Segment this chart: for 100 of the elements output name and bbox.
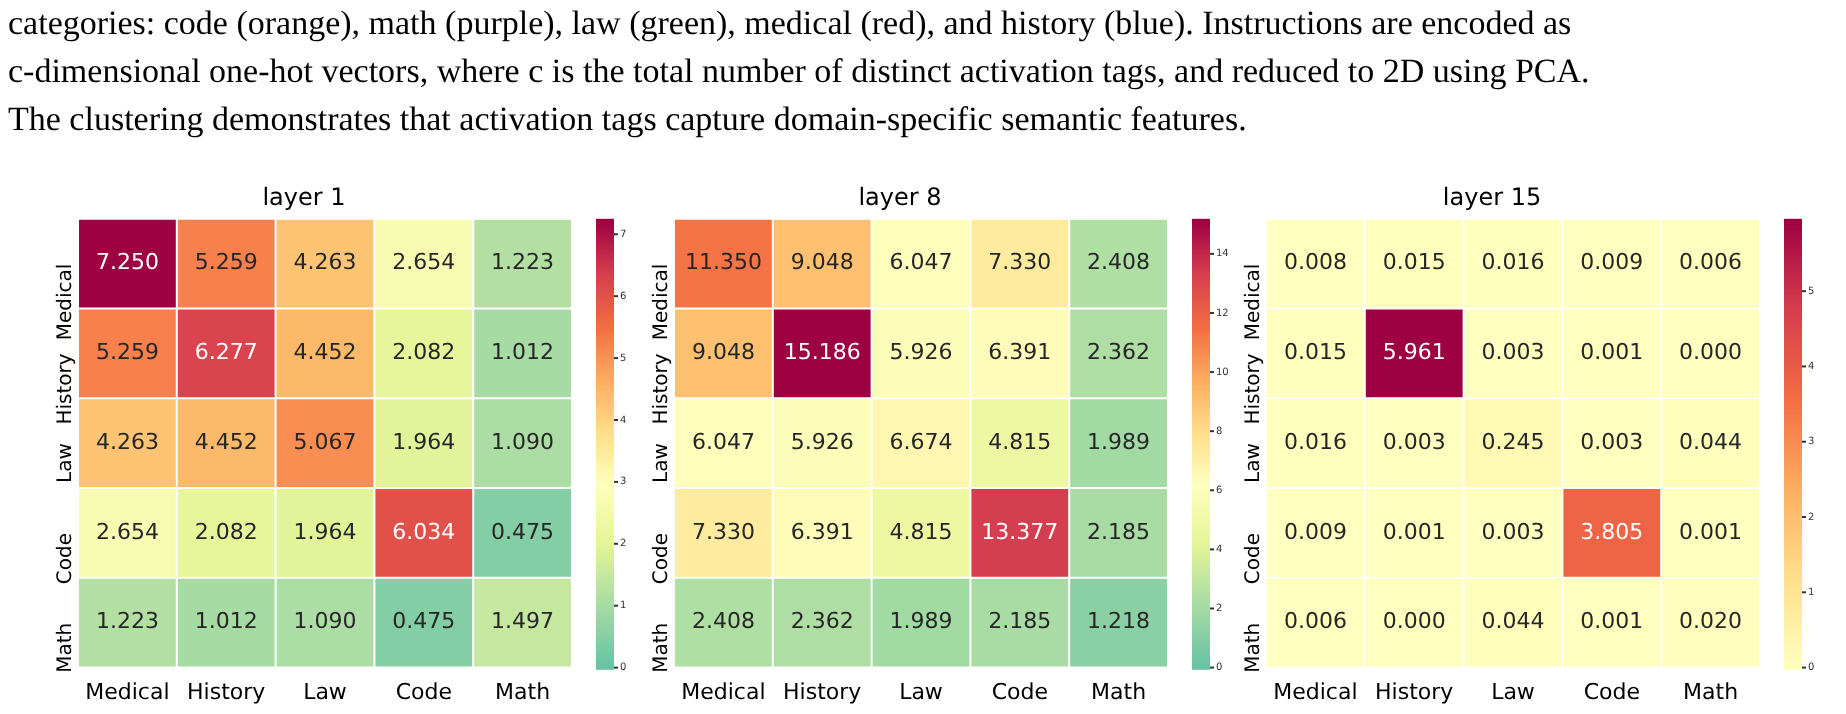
data-label: 1.964 [392,428,456,455]
data-label: 5.259 [194,249,258,276]
data-label: 1.964 [293,518,357,545]
data-label: 1.218 [1087,608,1151,635]
text: categories: code (orange), math (purple), law (green), medical (red), and history (blue). Instructions are encoded as [8,2,1574,46]
data-label: 0.003 [1481,518,1545,545]
data-label: 0.006 [1679,249,1743,276]
data-label: 0.009 [1580,249,1644,276]
x-tick-label: Medical [681,678,766,705]
data-label: 5.926 [889,339,953,366]
data-label: 0.015 [1283,339,1347,366]
data-label: 0.245 [1481,428,1545,455]
data-label: 0.001 [1679,518,1743,545]
x-tick-label: History [1375,678,1455,705]
data-label: 5.067 [293,428,357,455]
data-label: 4.452 [293,339,357,366]
data-label: 2.082 [392,339,456,366]
data-label: 4.263 [293,249,357,276]
data-label: 0.003 [1580,428,1644,455]
data-label: 0.044 [1679,428,1743,455]
data-label: 0.475 [392,608,456,635]
data-label: 2.654 [95,518,159,545]
data-label: 0.001 [1382,518,1446,545]
data-label: 1.989 [889,608,953,635]
text: c-dimensional one-hot vectors, where c is the total number of distinct activation tags, and reduced to 2D using PCA. [8,50,1590,94]
y-tick-label: Law [55,443,78,483]
data-label: 11.350 [684,249,762,276]
data-label: 0.009 [1283,518,1347,545]
data-label: 2.654 [392,249,456,276]
y-tick-label: History [55,353,78,425]
data-label: 6.391 [988,339,1052,366]
data-label: 6.391 [790,518,854,545]
data-label: 1.223 [491,249,555,276]
data-label: 0.016 [1283,428,1347,455]
data-label: 4.263 [95,428,159,455]
y-tick-label: Math [55,622,78,673]
data-label: 0.044 [1481,608,1545,635]
data-label: 4.452 [194,428,258,455]
data-label: 2.362 [1087,339,1151,366]
x-tick-label: Math [495,678,551,705]
data-label: 1.497 [491,608,555,635]
data-label: 2.408 [1087,249,1151,276]
x-tick-label: History [187,678,267,705]
data-label: 6.047 [889,249,953,276]
data-label: 5.961 [1382,339,1446,366]
y-tick-label: Law [1243,443,1266,483]
data-label: 1.012 [194,608,258,635]
data-label: 15.186 [783,339,861,366]
x-tick-label: History [783,678,863,705]
x-tick-label: Code [991,678,1049,705]
data-label: 0.016 [1481,249,1545,276]
y-tick-label: Code [1243,532,1266,585]
data-label: 0.003 [1382,428,1446,455]
data-label: 7.330 [988,249,1052,276]
data-label: 6.034 [392,518,456,545]
data-label: 7.330 [691,518,755,545]
y-tick-label: Code [651,532,674,585]
data-label: 2.185 [988,608,1052,635]
data-label: 0.015 [1382,249,1446,276]
data-label: 3.805 [1580,518,1644,545]
y-tick-label: Math [1243,622,1266,673]
data-label: 5.259 [95,339,159,366]
data-label: 0.003 [1481,339,1545,366]
x-tick-label: Code [395,678,453,705]
data-label: 6.277 [194,339,258,366]
y-tick-label: History [651,353,674,425]
y-tick-label: Medical [55,263,78,341]
data-label: 0.001 [1580,339,1644,366]
text: The clustering demonstrates that activation tags capture domain-specific semantic features. [8,98,1249,142]
x-tick-label: Law [303,678,347,705]
x-tick-label: Medical [1273,678,1358,705]
data-label: 0.000 [1382,608,1446,635]
data-label: 1.012 [491,339,555,366]
y-tick-label: Law [651,443,674,483]
x-tick-label: Math [1091,678,1147,705]
y-tick-label: Medical [651,263,674,341]
data-label: 2.185 [1087,518,1151,545]
data-label: 6.047 [691,428,755,455]
chart-title: layer 1 [262,182,346,211]
y-tick-label: History [1243,353,1266,425]
data-label: 6.674 [889,428,953,455]
data-label: 1.223 [95,608,159,635]
data-label: 1.090 [293,608,357,635]
y-tick-label: Medical [1243,263,1266,341]
data-label: 0.020 [1679,608,1743,635]
data-label: 0.475 [491,518,555,545]
y-tick-label: Math [651,622,674,673]
y-tick-label: Code [55,532,78,585]
data-label: 13.377 [981,518,1059,545]
chart-title: layer 8 [858,182,942,211]
data-label: 9.048 [790,249,854,276]
data-label: 2.082 [194,518,258,545]
chart-title: layer 15 [1442,182,1542,211]
x-tick-label: Math [1683,678,1739,705]
data-label: 1.989 [1087,428,1151,455]
x-tick-label: Medical [85,678,170,705]
data-label: 1.090 [491,428,555,455]
data-label: 7.250 [95,249,159,276]
x-tick-label: Law [1491,678,1535,705]
data-label: 2.408 [691,608,755,635]
